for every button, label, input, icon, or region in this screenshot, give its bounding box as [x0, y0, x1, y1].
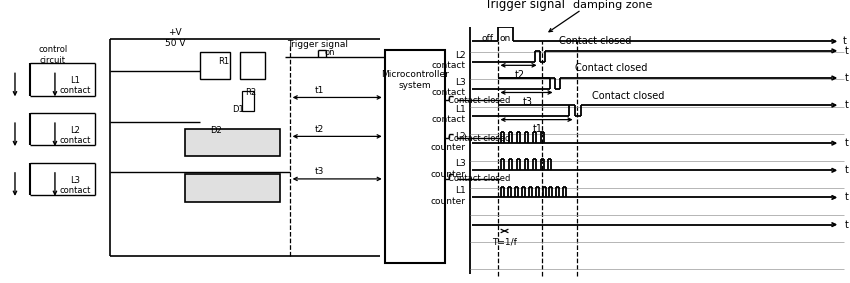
Text: t3: t3: [315, 167, 325, 176]
Text: L3
counter: L3 counter: [431, 159, 466, 179]
Text: L3
contact: L3 contact: [432, 78, 466, 97]
Text: L1
counter: L1 counter: [431, 186, 466, 206]
Text: Trigger signal: Trigger signal: [287, 40, 348, 50]
Text: t2: t2: [315, 125, 325, 134]
Bar: [385, 50, 445, 263]
Bar: [241, 91, 254, 111]
Text: t: t: [845, 192, 849, 202]
Text: off: off: [482, 34, 494, 43]
Text: L2
contact: L2 contact: [432, 51, 466, 70]
Text: control
circuit: control circuit: [38, 45, 68, 65]
Text: on: on: [325, 48, 335, 57]
Text: t: t: [845, 220, 849, 230]
Text: t2: t2: [514, 70, 524, 80]
Text: +V: +V: [168, 28, 182, 37]
Text: on: on: [500, 34, 511, 43]
Text: L1
contact: L1 contact: [60, 76, 91, 95]
Text: damping zone: damping zone: [574, 0, 653, 10]
Text: t: t: [845, 100, 849, 110]
Text: D2: D2: [210, 127, 222, 136]
Text: t: t: [845, 165, 849, 175]
Text: t3: t3: [523, 97, 532, 107]
Text: D1: D1: [232, 105, 244, 114]
Text: L1
contact: L1 contact: [432, 105, 466, 124]
Text: R1: R1: [218, 57, 229, 66]
Text: Contact closed: Contact closed: [448, 134, 510, 143]
Text: L2
counter: L2 counter: [431, 132, 466, 151]
Text: t: t: [843, 36, 847, 46]
Text: R2: R2: [245, 88, 256, 97]
Text: T=1/f: T=1/f: [492, 237, 517, 246]
Text: Contact closed: Contact closed: [559, 36, 632, 46]
Text: Microcontroller
system: Microcontroller system: [381, 70, 449, 90]
Text: t1: t1: [315, 86, 325, 95]
Text: Contact closed: Contact closed: [448, 174, 510, 183]
Text: Contact closed: Contact closed: [592, 91, 665, 101]
Text: t: t: [845, 46, 849, 56]
Text: t: t: [845, 138, 849, 148]
Text: L3
contact: L3 contact: [60, 175, 91, 195]
Bar: [240, 52, 264, 79]
Bar: [184, 129, 280, 156]
Bar: [184, 174, 280, 201]
Text: L2
contact: L2 contact: [60, 126, 91, 145]
Text: t: t: [845, 73, 849, 83]
Text: Contact closed: Contact closed: [448, 96, 510, 105]
Text: Trigger signal: Trigger signal: [484, 0, 564, 10]
Text: 50 V: 50 V: [165, 39, 185, 48]
Text: t1: t1: [532, 124, 542, 134]
Text: Contact closed: Contact closed: [575, 63, 648, 74]
Bar: [200, 52, 230, 79]
